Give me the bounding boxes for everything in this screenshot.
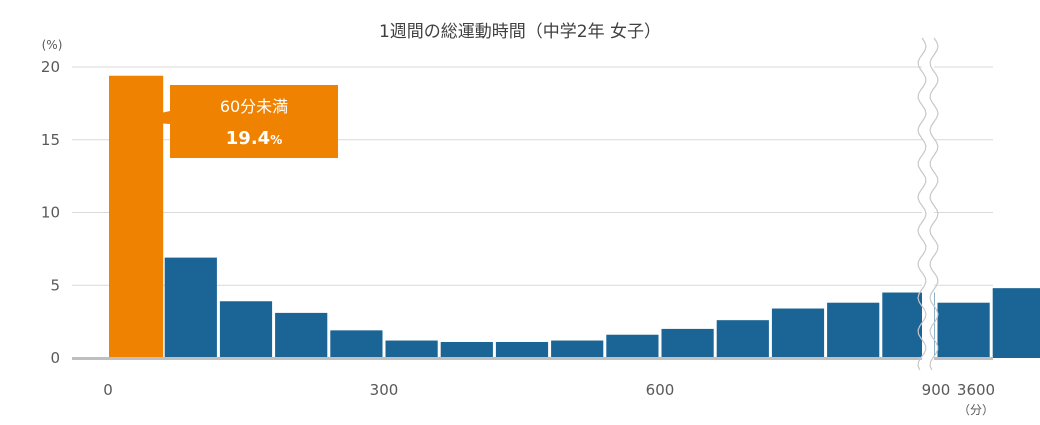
- bar: [495, 341, 549, 358]
- x-tick-labels: 03006009001200150018002100240027003600: [103, 381, 995, 399]
- axis-break-line: [917, 37, 927, 371]
- bar: [275, 312, 328, 358]
- bar: [606, 334, 659, 358]
- y-tick-label: 20: [41, 58, 60, 76]
- callout-value-number: 19.4: [226, 128, 270, 149]
- callout-value-unit: %: [270, 133, 282, 147]
- bar: [827, 302, 880, 358]
- bar: [164, 257, 217, 358]
- highlight-callout: 60分未満 19.4%: [124, 85, 338, 158]
- y-tick-label: 5: [50, 276, 60, 294]
- callout-value: 19.4%: [226, 128, 282, 149]
- y-tick-label: 10: [41, 204, 60, 222]
- y-axis-unit: (%): [42, 38, 63, 52]
- bar: [385, 340, 438, 358]
- bars: [72, 75, 1040, 360]
- x-axis-unit: （分）: [958, 403, 994, 417]
- bar: [219, 301, 273, 358]
- bar: [661, 328, 714, 358]
- x-tick-label: 0: [103, 381, 113, 399]
- bar: [551, 340, 604, 358]
- bar: [716, 320, 769, 358]
- bar: [440, 341, 493, 358]
- bar: [992, 288, 1040, 358]
- y-tick-label: 0: [50, 349, 60, 367]
- x-tick-label: 600: [646, 381, 675, 399]
- axis-break: [917, 36, 939, 374]
- x-tick-label: 300: [370, 381, 399, 399]
- y-tick-labels: 0 5 10 15 20: [41, 58, 60, 367]
- x-tick-label: 900: [922, 381, 951, 399]
- x-tick-label: 3600: [957, 381, 995, 399]
- callout-label: 60分未満: [220, 97, 288, 116]
- bar: [937, 302, 990, 358]
- bar: [330, 330, 383, 358]
- bar: [771, 308, 825, 358]
- y-tick-label: 15: [41, 131, 60, 149]
- callout-box: [124, 85, 338, 158]
- axis-break-line: [929, 37, 939, 371]
- axis-break-gap: [922, 36, 934, 374]
- chart-title: 1週間の総運動時間（中学2年 女子）: [379, 22, 661, 42]
